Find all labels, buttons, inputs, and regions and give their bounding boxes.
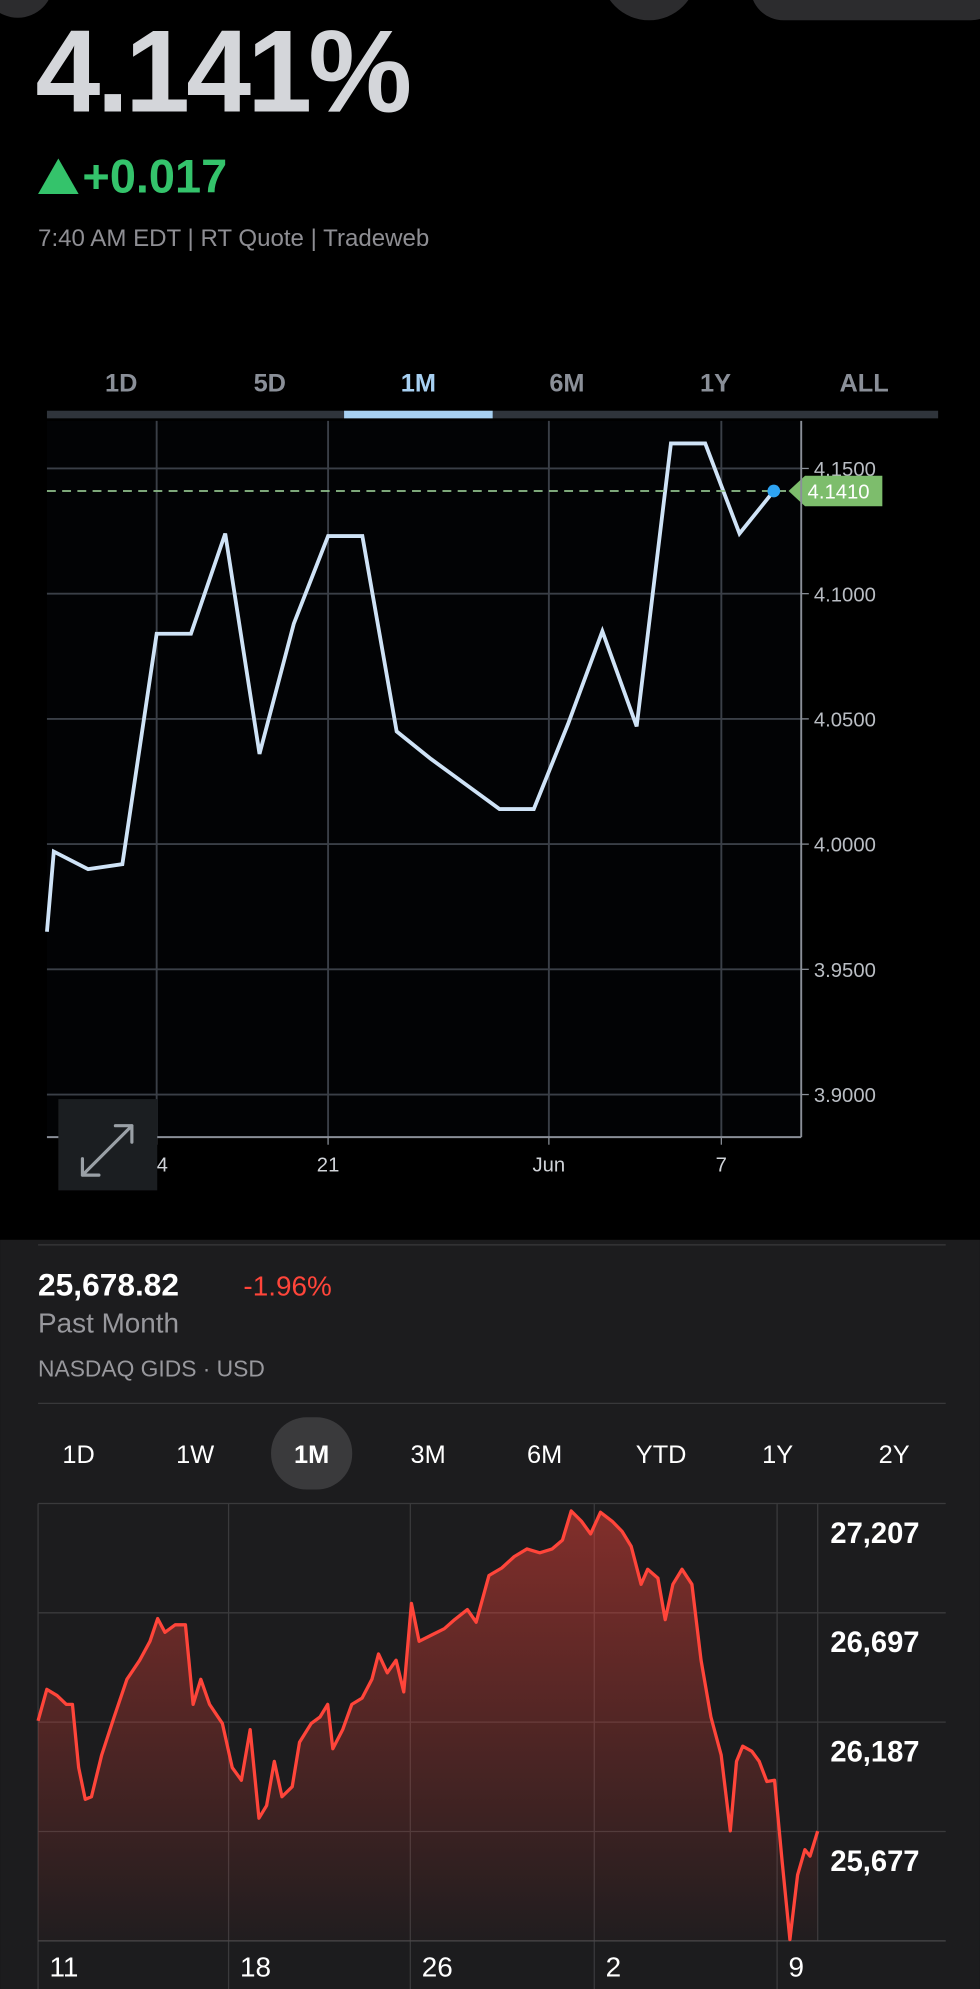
price-line xyxy=(45,441,776,932)
tab-pill xyxy=(271,1417,353,1490)
price-change: -1.96% xyxy=(243,1271,331,1302)
y-tick-label: 4.1000 xyxy=(814,584,876,606)
x-tick-label: 18 xyxy=(240,1951,271,1982)
y-tick-label: 27,207 xyxy=(830,1518,919,1550)
y-tick-label: 26,187 xyxy=(830,1736,919,1768)
y-tick-label: 3.9000 xyxy=(814,1085,876,1107)
range-tab[interactable]: YTD xyxy=(636,1441,687,1469)
range-tab[interactable]: 6M xyxy=(527,1441,562,1469)
last-value-label: 4.1410 xyxy=(808,482,870,504)
range-tab[interactable]: 1W xyxy=(176,1441,214,1469)
x-tick-label: 7 xyxy=(716,1154,727,1176)
y-tick-label: 4.0000 xyxy=(814,835,876,857)
last-value-tag xyxy=(788,475,883,507)
price-line xyxy=(36,1509,820,1942)
expand-icon xyxy=(80,1124,134,1177)
expand-box[interactable] xyxy=(58,1099,158,1191)
quote-change: +0.017 xyxy=(82,151,227,203)
exchange: NASDAQ GIDS · USD xyxy=(38,1356,265,1382)
range-tab[interactable]: 1M xyxy=(294,1441,329,1469)
x-tick-label: 11 xyxy=(49,1951,78,1982)
period: Past Month xyxy=(38,1307,179,1338)
expand-button[interactable] xyxy=(58,1099,158,1191)
range-tab[interactable]: 5D xyxy=(254,370,286,398)
range-tab[interactable]: ALL xyxy=(839,370,888,398)
x-tick-label: 9 xyxy=(789,1951,805,1982)
range-tab[interactable]: 6M xyxy=(549,370,584,398)
y-tick-label: 4.0500 xyxy=(814,709,876,731)
range-tab[interactable]: 2Y xyxy=(879,1441,910,1469)
action-button[interactable] xyxy=(601,0,697,21)
range-tab[interactable]: 1D xyxy=(105,370,137,398)
y-tick-label: 3.9500 xyxy=(814,960,876,982)
tab-indicator xyxy=(344,410,493,419)
up-arrow xyxy=(38,158,79,194)
plot-area xyxy=(46,420,802,1138)
x-tick-label: 21 xyxy=(317,1154,340,1176)
quote-source: 7:40 AM EDT | RT Quote | Tradeweb xyxy=(38,225,429,252)
range-tab[interactable]: 1Y xyxy=(700,370,731,398)
x-tick-label: 2 xyxy=(606,1951,622,1982)
x-tick-label: Jun xyxy=(533,1154,566,1176)
x-tick-label: 26 xyxy=(422,1951,453,1982)
range-tab[interactable]: 1M xyxy=(401,370,436,398)
range-tab[interactable]: 1Y xyxy=(762,1441,793,1469)
toolbar-button[interactable] xyxy=(751,0,980,21)
quote-value: 4.141% xyxy=(36,6,410,137)
y-tick-label: 25,677 xyxy=(830,1846,919,1878)
y-tick-label: 26,697 xyxy=(830,1627,919,1659)
range-tab[interactable]: 1D xyxy=(62,1441,94,1469)
range-tab[interactable]: 3M xyxy=(411,1441,446,1469)
price: 25,678.82 xyxy=(38,1267,179,1303)
price-area xyxy=(38,1510,818,1941)
last-point xyxy=(767,484,781,498)
y-tick-label: 4.1500 xyxy=(814,459,876,481)
back-button[interactable] xyxy=(0,0,53,18)
